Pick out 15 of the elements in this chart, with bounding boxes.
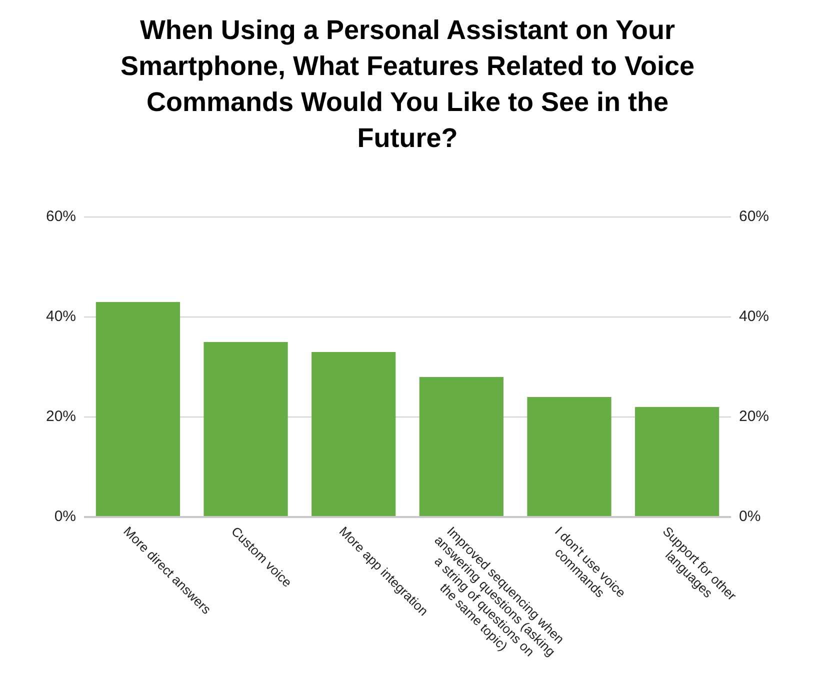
y2-tick-label: 0%	[738, 508, 761, 526]
bar	[96, 302, 180, 516]
y2-tick-label: 20%	[738, 408, 770, 426]
bar	[419, 377, 504, 516]
y2-tick-label: 60%	[738, 208, 770, 226]
y2-tick-label: 40%	[738, 308, 770, 326]
bar	[635, 407, 720, 516]
y-tick-label: 0%	[54, 508, 76, 526]
y-tick-label: 60%	[46, 208, 76, 226]
y-tick-label: 40%	[46, 308, 76, 326]
bar	[204, 342, 288, 516]
bar	[527, 397, 612, 516]
bar	[312, 352, 396, 516]
y-tick-label: 20%	[46, 408, 76, 426]
chart-title: When Using a Personal Assistant on Your Smartphone, What Features Related to Voice Commands Would You Like to See in the Future?	[119, 14, 696, 155]
